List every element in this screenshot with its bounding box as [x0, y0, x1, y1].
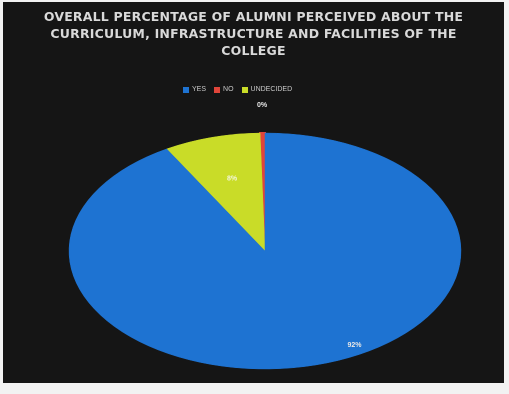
pie-slice-yes — [68, 132, 462, 370]
pie-label-no: 0% — [257, 102, 268, 109]
legend-label-undecided: UNDECIDED — [250, 86, 293, 93]
pie-label-yes: 92% — [347, 342, 362, 349]
chart-legend: YES NO UNDECIDED — [183, 84, 373, 96]
legend-swatch-undecided — [241, 87, 248, 93]
chart-frame: OVERALL PERCENTAGE OF ALUMNI PERCEIVED A… — [3, 2, 504, 383]
legend-label-no: NO — [223, 86, 234, 93]
legend-swatch-yes — [183, 87, 189, 93]
pie-label-undecided: 8% — [227, 176, 238, 183]
legend-label-yes: YES — [192, 86, 207, 93]
legend-item-undecided: UNDECIDED — [241, 86, 293, 94]
pie-chart: 0% 8% 92% — [68, 102, 462, 370]
legend-item-yes: YES — [183, 86, 206, 94]
chart-title: OVERALL PERCENTAGE OF ALUMNI PERCEIVED A… — [43, 9, 464, 58]
legend-item-no: NO — [214, 86, 234, 94]
pie-slice-undecided — [166, 132, 266, 252]
legend-swatch-no — [214, 87, 221, 93]
